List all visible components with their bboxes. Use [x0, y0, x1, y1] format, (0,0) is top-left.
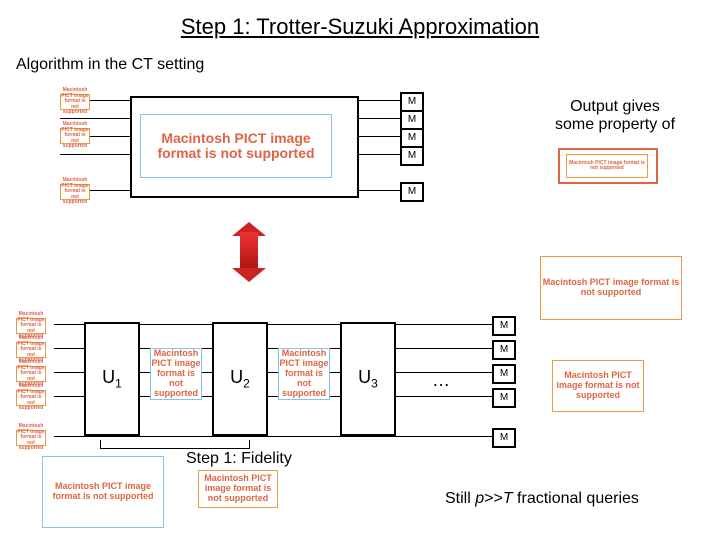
double-arrow-icon — [232, 222, 266, 282]
pict-error-icon: Macintosh PICT image format is not suppo… — [540, 256, 682, 320]
pict-error-icon: Macintosh PICT image format is not suppo… — [150, 348, 202, 400]
pict-error-icon: Macintosh PICT image format is not suppo… — [16, 318, 46, 334]
ellipsis: … — [432, 370, 450, 391]
pict-error-icon: Macintosh PICT image format is not suppo… — [16, 430, 46, 446]
output-line1: Output gives — [530, 98, 700, 116]
pict-error-icon: Macintosh PICT image format is not suppo… — [16, 366, 46, 382]
measure-box: M — [492, 388, 516, 408]
bottom-statement: Still p>>T fractional queries — [445, 490, 639, 508]
step1-fidelity-label: Step 1: Fidelity — [186, 450, 292, 468]
pict-error-icon: Macintosh PICT image format is not suppo… — [552, 360, 644, 412]
pict-error-icon: Macintosh PICT image format is not suppo… — [198, 470, 278, 508]
measure-box: M — [400, 146, 424, 166]
measure-box: M — [400, 110, 424, 130]
output-text: Output gives some property of — [530, 98, 700, 134]
measure-box: M — [400, 128, 424, 148]
measure-box: M — [400, 92, 424, 112]
output-line2: some property of — [530, 116, 700, 134]
u3-box: U3 — [340, 322, 396, 436]
bracket-icon — [100, 440, 250, 449]
pict-error-icon: Macintosh PICT image format is not suppo… — [16, 342, 46, 358]
rail — [54, 436, 514, 437]
measure-box: M — [492, 340, 516, 360]
pict-error-icon: Macintosh PICT image format is not suppo… — [60, 94, 90, 110]
u1-box: U1 — [84, 322, 140, 436]
pict-error-icon: Macintosh PICT image format is not suppo… — [566, 154, 648, 178]
pict-error-icon: Macintosh PICT image format is not suppo… — [278, 348, 330, 400]
pict-error-icon: Macintosh PICT image format is not suppo… — [60, 184, 90, 200]
measure-box: M — [492, 316, 516, 336]
u2-box: U2 — [212, 322, 268, 436]
measure-box: M — [400, 182, 424, 202]
measure-box: M — [492, 364, 516, 384]
subtitle: Algorithm in the CT setting — [16, 56, 204, 74]
page-title: Step 1: Trotter-Suzuki Approximation — [0, 14, 720, 40]
pict-error-icon: Macintosh PICT image format is not suppo… — [16, 390, 46, 406]
pict-error-icon: Macintosh PICT image format is not suppo… — [60, 128, 90, 144]
pict-error-icon: Macintosh PICT image format is not suppo… — [42, 456, 164, 528]
measure-box: M — [492, 428, 516, 448]
pict-error-icon: Macintosh PICT image format is not suppo… — [140, 114, 332, 178]
